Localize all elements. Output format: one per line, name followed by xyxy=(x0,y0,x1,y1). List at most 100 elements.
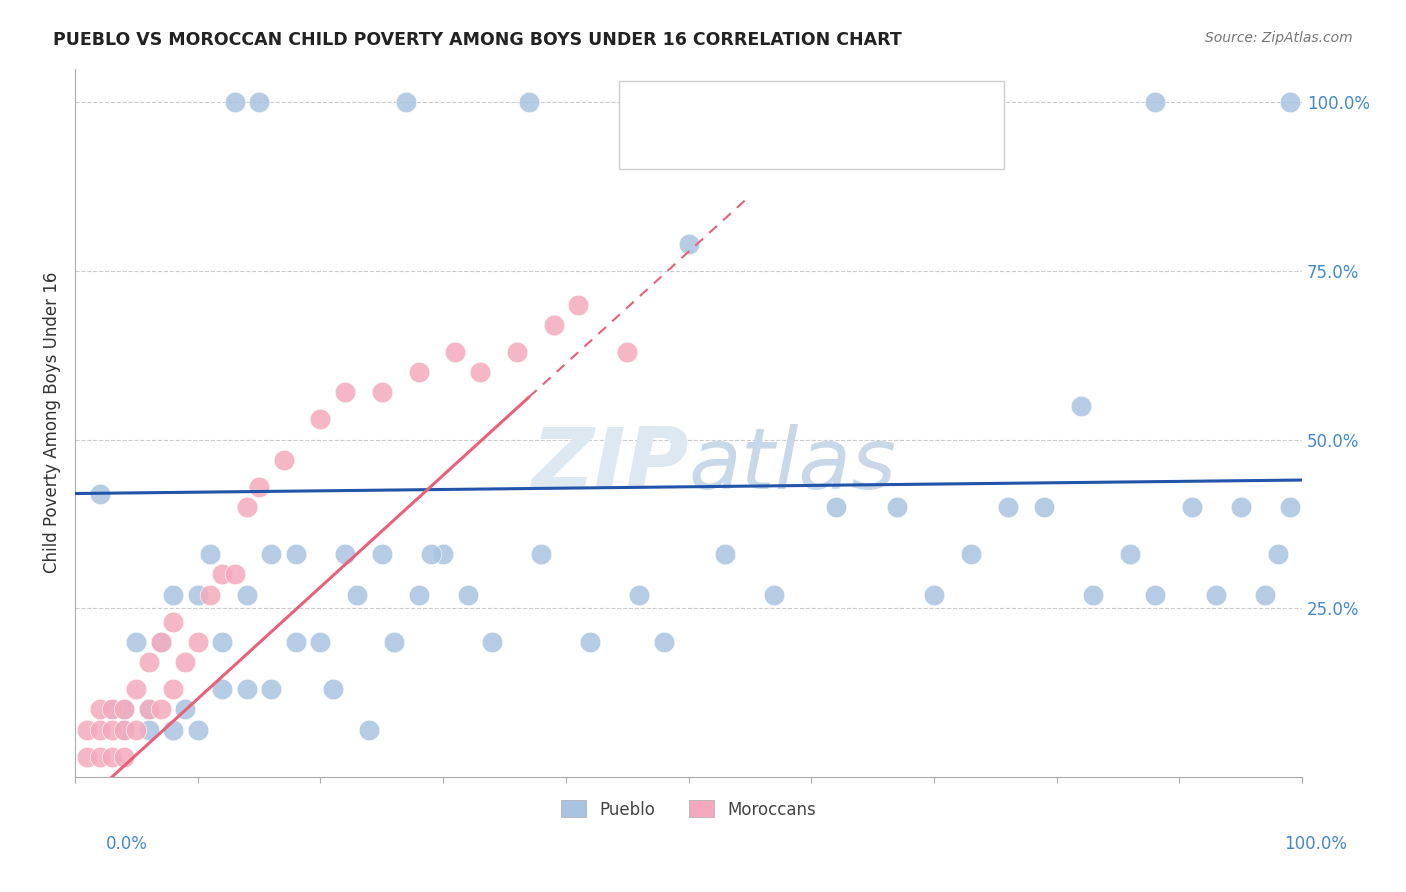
Text: 0.0%: 0.0% xyxy=(105,835,148,853)
Point xyxy=(187,588,209,602)
Point xyxy=(371,547,394,561)
Point xyxy=(174,655,197,669)
Point xyxy=(395,95,418,110)
Point xyxy=(309,412,332,426)
Point xyxy=(247,480,270,494)
Point xyxy=(149,635,172,649)
Point xyxy=(236,682,259,697)
Point xyxy=(432,547,454,561)
Point xyxy=(101,749,124,764)
Point xyxy=(382,635,405,649)
Point xyxy=(444,344,467,359)
Point xyxy=(236,588,259,602)
Point xyxy=(359,723,381,737)
Point xyxy=(162,615,184,629)
Point xyxy=(468,365,491,379)
Point xyxy=(101,723,124,737)
Point xyxy=(1278,500,1301,514)
Point xyxy=(112,749,135,764)
Point xyxy=(309,635,332,649)
Point xyxy=(162,588,184,602)
Text: Source: ZipAtlas.com: Source: ZipAtlas.com xyxy=(1205,31,1353,45)
Point xyxy=(260,547,283,561)
Point xyxy=(959,547,981,561)
Point xyxy=(506,344,529,359)
Point xyxy=(101,702,124,716)
Point xyxy=(419,547,441,561)
Point xyxy=(138,702,160,716)
Point xyxy=(224,95,246,110)
Point xyxy=(162,723,184,737)
Point xyxy=(138,655,160,669)
Point xyxy=(1254,588,1277,602)
Y-axis label: Child Poverty Among Boys Under 16: Child Poverty Among Boys Under 16 xyxy=(44,272,60,574)
Point xyxy=(89,723,111,737)
Point xyxy=(149,635,172,649)
Text: ZIP: ZIP xyxy=(531,424,689,507)
Point xyxy=(763,588,786,602)
Point xyxy=(76,723,98,737)
Point xyxy=(138,702,160,716)
Point xyxy=(616,344,638,359)
Point xyxy=(517,95,540,110)
Point xyxy=(346,588,368,602)
Text: 100.0%: 100.0% xyxy=(1284,835,1347,853)
Point xyxy=(922,588,945,602)
Point xyxy=(371,385,394,400)
Point xyxy=(112,723,135,737)
Point xyxy=(1083,588,1105,602)
Point xyxy=(211,682,233,697)
Point xyxy=(260,682,283,697)
Point xyxy=(543,318,565,332)
Point xyxy=(530,547,553,561)
Text: atlas: atlas xyxy=(689,424,897,507)
Point xyxy=(886,500,908,514)
Point xyxy=(211,567,233,582)
Point xyxy=(149,702,172,716)
Point xyxy=(101,702,124,716)
Point xyxy=(89,486,111,500)
Point xyxy=(824,500,846,514)
Point xyxy=(837,95,859,110)
Point xyxy=(89,702,111,716)
Point xyxy=(1205,588,1227,602)
Point xyxy=(1267,547,1289,561)
Point xyxy=(236,500,259,514)
Point xyxy=(76,749,98,764)
Point xyxy=(112,702,135,716)
Point xyxy=(1070,399,1092,413)
Point xyxy=(1143,588,1166,602)
Point xyxy=(457,588,479,602)
Point xyxy=(579,635,602,649)
Point xyxy=(89,749,111,764)
Point xyxy=(322,682,344,697)
Point xyxy=(125,723,148,737)
Point xyxy=(224,567,246,582)
Point xyxy=(174,702,197,716)
Point xyxy=(1229,500,1251,514)
Point xyxy=(1181,500,1204,514)
Point xyxy=(481,635,503,649)
Point xyxy=(187,635,209,649)
Point xyxy=(273,452,295,467)
Point xyxy=(1143,95,1166,110)
Point xyxy=(628,588,651,602)
Point xyxy=(162,682,184,697)
Point xyxy=(112,702,135,716)
Point xyxy=(112,723,135,737)
Point xyxy=(1033,500,1056,514)
Point xyxy=(997,500,1019,514)
Point xyxy=(333,385,356,400)
Point xyxy=(284,547,307,561)
Point xyxy=(138,723,160,737)
Point xyxy=(333,547,356,561)
Text: PUEBLO VS MOROCCAN CHILD POVERTY AMONG BOYS UNDER 16 CORRELATION CHART: PUEBLO VS MOROCCAN CHILD POVERTY AMONG B… xyxy=(53,31,903,49)
Point xyxy=(198,547,221,561)
Point xyxy=(284,635,307,649)
Point xyxy=(1278,95,1301,110)
Point xyxy=(1119,547,1142,561)
Point xyxy=(125,682,148,697)
Point xyxy=(247,95,270,110)
Point xyxy=(198,588,221,602)
Point xyxy=(408,588,430,602)
